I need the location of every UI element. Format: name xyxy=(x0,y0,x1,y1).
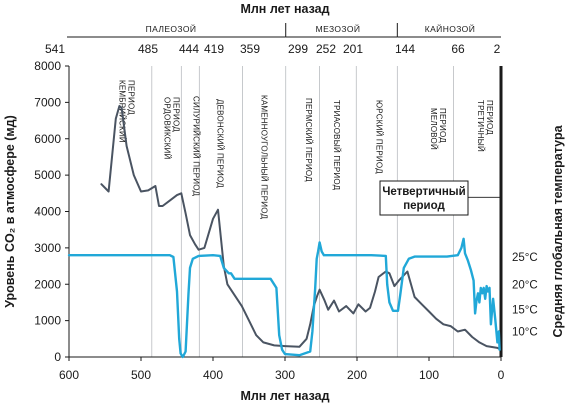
period-label-line: ПЕРМСКИЙ ПЕРИОД xyxy=(304,98,313,182)
top-tick-label: 252 xyxy=(316,42,336,56)
period-label: ДЕВОНСКИЙ ПЕРИОД xyxy=(215,99,224,188)
y-tick-label: 4000 xyxy=(34,205,61,219)
x-tick-label: 0 xyxy=(498,368,505,382)
x-tick-label: 300 xyxy=(275,368,295,382)
top-axis-title: Млн лет назад xyxy=(240,2,329,16)
top-tick-label: 144 xyxy=(395,42,415,56)
y-tick-label: 1000 xyxy=(34,314,61,328)
top-tick-label: 444 xyxy=(179,42,199,56)
top-tick-label: 419 xyxy=(204,42,224,56)
period-label-line: МЕЛОВОЙ xyxy=(429,108,438,150)
y-tick-label: 5000 xyxy=(34,168,61,182)
period-label: СИЛУРИЙСКИЙ ПЕРИОД xyxy=(192,96,201,196)
period-label: ЮРСКИЙ ПЕРИОД xyxy=(375,100,384,174)
top-tick-label: 359 xyxy=(240,42,260,56)
period-label-line: ПЕРИОД xyxy=(172,97,181,132)
y-tick-label: 7000 xyxy=(34,95,61,109)
series-line-co2 xyxy=(100,105,501,350)
top-tick-label: 541 xyxy=(45,42,65,56)
period-label: МЕЛОВОЙ ПЕРИОД xyxy=(429,108,447,150)
y-tick-label: 3000 xyxy=(34,241,61,255)
quaternary-box xyxy=(379,180,469,216)
period-label-line: ДЕВОНСКИЙ ПЕРИОД xyxy=(215,99,224,188)
y2-tick-label: 20°C xyxy=(512,279,538,291)
period-label-line: СИЛУРИЙСКИЙ ПЕРИОД xyxy=(192,96,201,196)
period-label: ОРДОВИКСКИЙ ПЕРИОД xyxy=(163,97,181,160)
y-axis-title: Уровень CO₂ в атмосфере (мд) xyxy=(3,115,17,308)
top-tick-label: 485 xyxy=(138,42,158,56)
top-tick-label: 299 xyxy=(288,42,308,56)
period-label-line: КАМЕННОУГОЛЬНЫЙ ПЕРИОД xyxy=(259,95,268,219)
period-label-line: ТРИАСОВЫЙ ПЕРИОД xyxy=(332,100,341,191)
y2-axis-title: Средняя глобальная температура xyxy=(551,124,565,337)
period-label: ТРЕТИЧНЫЙ ПЕРИОД xyxy=(476,100,494,152)
y2-tick-label: 15°C xyxy=(512,305,538,317)
period-label-line: ОРДОВИКСКИЙ xyxy=(163,97,172,160)
period-label: ПЕРМСКИЙ ПЕРИОД xyxy=(304,98,313,182)
x-tick-label: 600 xyxy=(59,368,79,382)
period-label-line: ПЕРИОД xyxy=(126,80,135,115)
period-label: КАМЕННОУГОЛЬНЫЙ ПЕРИОД xyxy=(259,95,268,219)
x-tick-label: 100 xyxy=(419,368,439,382)
y-tick-label: 2000 xyxy=(34,277,61,291)
x-axis-title: Млн лет назад xyxy=(240,389,329,403)
x-tick-label: 500 xyxy=(131,368,151,382)
period-label-line: ЮРСКИЙ ПЕРИОД xyxy=(375,100,384,174)
x-tick-label: 200 xyxy=(347,368,367,382)
quaternary-label-line: Четвертичный xyxy=(382,186,465,198)
y2-axis-title-text: Средняя глобальная температура xyxy=(551,124,565,337)
period-label-line: ТРЕТИЧНЫЙ xyxy=(476,100,485,152)
era-label: ПАЛЕОЗОЙ xyxy=(146,23,197,34)
y2-tick-label: 25°C xyxy=(512,252,538,264)
period-label: КЕМБРИЙСКИЙ ПЕРИОД xyxy=(117,80,135,143)
y-tick-label: 0 xyxy=(54,350,61,364)
period-label-line: ПЕРИОД xyxy=(485,100,494,135)
period-label-line: ПЕРИОД xyxy=(438,108,447,143)
era-label: КАЙНОЗОЙ xyxy=(425,23,475,34)
y-tick-label: 8000 xyxy=(34,59,61,73)
quaternary-label-line: период xyxy=(403,200,445,212)
x-tick-label: 400 xyxy=(203,368,223,382)
top-tick-label: 66 xyxy=(451,42,465,56)
era-label: МЕЗОЗОЙ xyxy=(316,23,361,34)
top-tick-label: 201 xyxy=(343,42,363,56)
y-tick-label: 6000 xyxy=(34,132,61,146)
top-tick-label: 2 xyxy=(494,42,501,56)
y-axis-title-text: Уровень CO₂ в атмосфере (мд) xyxy=(3,115,17,308)
series-line-temperature xyxy=(67,237,501,359)
y2-tick-label: 10°C xyxy=(512,327,538,339)
period-label: ТРИАСОВЫЙ ПЕРИОД xyxy=(332,100,341,191)
